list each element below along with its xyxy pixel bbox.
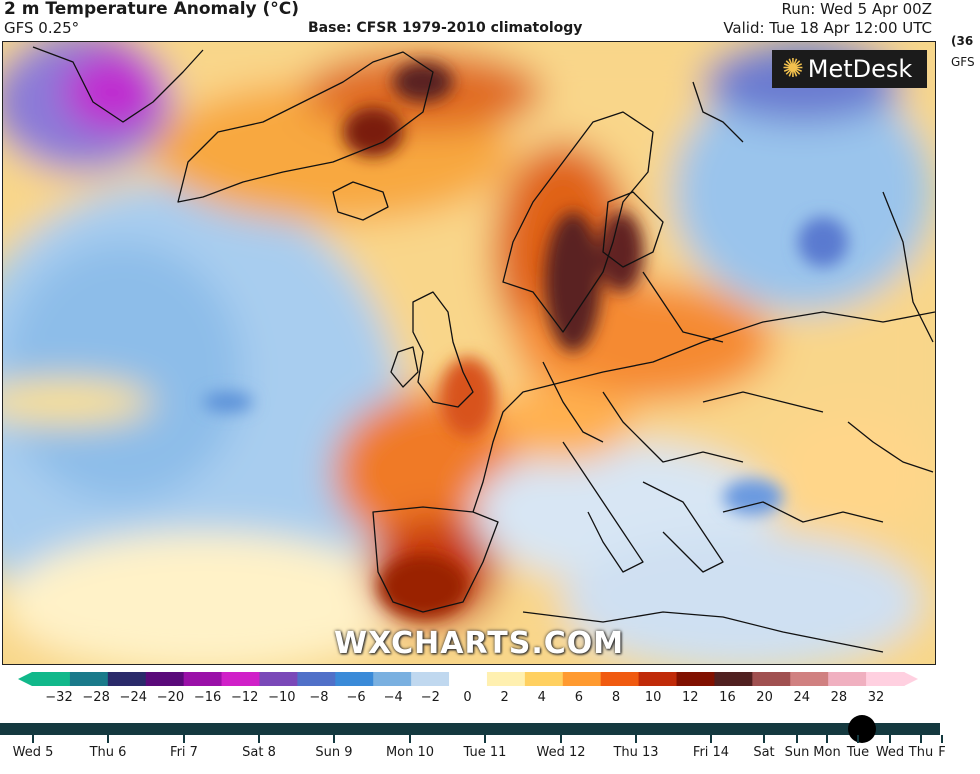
colorbar-tick-label: 10 bbox=[644, 690, 662, 705]
timeline-tick bbox=[763, 735, 765, 743]
timeline-day-label[interactable]: Mon bbox=[813, 745, 841, 760]
timeline-tick bbox=[920, 735, 922, 743]
valid-time-label: Valid: Tue 18 Apr 12:00 UTC bbox=[723, 19, 932, 37]
timeline-day-label[interactable]: F bbox=[938, 745, 946, 760]
colorbar-segment bbox=[335, 672, 374, 686]
colorbar-segment bbox=[828, 672, 867, 686]
timeline-tick bbox=[710, 735, 712, 743]
timeline-day-label[interactable]: Sat 8 bbox=[242, 745, 276, 760]
timeline-tick bbox=[857, 735, 859, 743]
colorbar-segment bbox=[866, 672, 905, 686]
colorbar-tick-label: −8 bbox=[309, 690, 329, 705]
timeline-tick bbox=[333, 735, 335, 743]
metdesk-star-icon: ✺ bbox=[782, 54, 804, 84]
colorbar-segment bbox=[373, 672, 412, 686]
colorbar-segment bbox=[259, 672, 298, 686]
color-scale-bar bbox=[18, 672, 918, 686]
timeline-day-label[interactable]: Sun 9 bbox=[315, 745, 353, 760]
timeline-day-label[interactable]: Mon 10 bbox=[385, 745, 435, 760]
colorbar-tick-label: −16 bbox=[193, 690, 222, 705]
colorbar-tick-label: −6 bbox=[346, 690, 366, 705]
colorbar-high-arrow bbox=[904, 672, 918, 686]
timeline-tick bbox=[183, 735, 185, 743]
colorbar-tick-label: 24 bbox=[793, 690, 810, 705]
timeline-day-label[interactable]: Wed 12 bbox=[536, 745, 586, 760]
timeline-tick bbox=[258, 735, 260, 743]
colorbar-segment bbox=[562, 672, 602, 686]
colorbar-segment bbox=[638, 672, 678, 686]
colorbar-tick-label: 16 bbox=[719, 690, 736, 705]
timeline-slider-handle[interactable] bbox=[848, 715, 876, 743]
timeline-day-label[interactable]: Sun bbox=[784, 745, 810, 760]
colorbar-tick-label: 8 bbox=[611, 690, 621, 705]
colorbar-tick-label: 32 bbox=[867, 690, 885, 705]
colorbar-segment bbox=[69, 672, 109, 686]
timeline-day-label[interactable]: Tue 11 bbox=[463, 745, 507, 760]
colorbar-segment bbox=[183, 672, 223, 686]
wxcharts-watermark: WXCHARTS.COM bbox=[334, 626, 625, 661]
run-time-label: Run: Wed 5 Apr 00Z bbox=[781, 0, 932, 18]
timeline-day-label[interactable]: Wed 5 bbox=[12, 745, 54, 760]
timeline-tick bbox=[560, 735, 562, 743]
timeline-day-label[interactable]: Sat bbox=[753, 745, 775, 760]
timeline-day-label[interactable]: Thu 13 bbox=[613, 745, 659, 760]
colorbar-segment bbox=[297, 672, 336, 686]
colorbar-tick-label: 2 bbox=[500, 690, 509, 705]
colorbar-tick-label: 12 bbox=[682, 690, 699, 705]
timeline-day-label[interactable]: Wed bbox=[875, 745, 905, 760]
colorbar-tick-label: −28 bbox=[82, 690, 110, 705]
colorbar-segment bbox=[714, 672, 753, 686]
timeline-tick bbox=[796, 735, 798, 743]
timeline-tick bbox=[484, 735, 486, 743]
temperature-anomaly-map[interactable] bbox=[2, 41, 936, 665]
colorbar-tick-label: −12 bbox=[230, 690, 259, 705]
timeline-tick bbox=[107, 735, 109, 743]
colorbar-segment bbox=[411, 672, 450, 686]
timeline-day-label[interactable]: Fri 14 bbox=[692, 745, 730, 760]
timeline-day-label[interactable]: Thu bbox=[908, 745, 934, 760]
colorbar-segment bbox=[524, 672, 564, 686]
colorbar-low-arrow bbox=[18, 672, 32, 686]
colorbar-segment bbox=[32, 672, 71, 686]
colorbar-tick-label: −10 bbox=[268, 690, 296, 705]
colorbar-segment bbox=[221, 672, 261, 686]
colorbar-segment bbox=[486, 672, 526, 686]
timeline-tick bbox=[941, 735, 943, 743]
metdesk-logo: ✺ MetDesk bbox=[772, 50, 927, 88]
chart-title: 2 m Temperature Anomaly (°C) bbox=[4, 0, 300, 19]
colorbar-tick-label: 6 bbox=[574, 690, 584, 705]
model-label: GFS 0.25° bbox=[4, 19, 80, 37]
colorbar-tick-label: −20 bbox=[156, 690, 185, 705]
metdesk-logo-text: MetDesk bbox=[807, 55, 913, 83]
timeline-tick bbox=[826, 735, 828, 743]
colorbar-segment bbox=[107, 672, 147, 686]
colorbar-segment bbox=[752, 672, 791, 686]
colorbar-tick-label: 0 bbox=[463, 690, 472, 705]
colorbar-tick-label: 28 bbox=[830, 690, 848, 705]
timeline-tick bbox=[635, 735, 637, 743]
timeline-day-label[interactable]: Tue bbox=[846, 745, 870, 760]
forecast-timeline-track[interactable] bbox=[0, 723, 940, 735]
timeline-day-label[interactable]: Fri 7 bbox=[170, 745, 198, 760]
timeline-day-label[interactable]: Thu 6 bbox=[89, 745, 127, 760]
colorbar-segment bbox=[145, 672, 185, 686]
timeline-tick bbox=[889, 735, 891, 743]
colorbar-tick-label: −24 bbox=[119, 690, 147, 705]
colorbar-tick-label: 4 bbox=[537, 690, 546, 705]
colorbar-tick-label: 20 bbox=[756, 690, 773, 705]
colorbar-segment bbox=[790, 672, 829, 686]
timeline-tick bbox=[32, 735, 34, 743]
colorbar-segment bbox=[676, 672, 716, 686]
base-climatology-label: Base: CFSR 1979-2010 climatology bbox=[308, 20, 583, 36]
colorbar-tick-label: −32 bbox=[45, 690, 73, 705]
colorbar-tick-label: −4 bbox=[383, 690, 403, 705]
colorbar-tick-label: −2 bbox=[420, 690, 440, 705]
side-panel-model: GFS bbox=[951, 55, 975, 69]
colorbar-segment bbox=[449, 672, 488, 686]
timeline-tick bbox=[409, 735, 411, 743]
colorbar-segment bbox=[600, 672, 640, 686]
side-panel-code: (36 bbox=[951, 34, 974, 48]
